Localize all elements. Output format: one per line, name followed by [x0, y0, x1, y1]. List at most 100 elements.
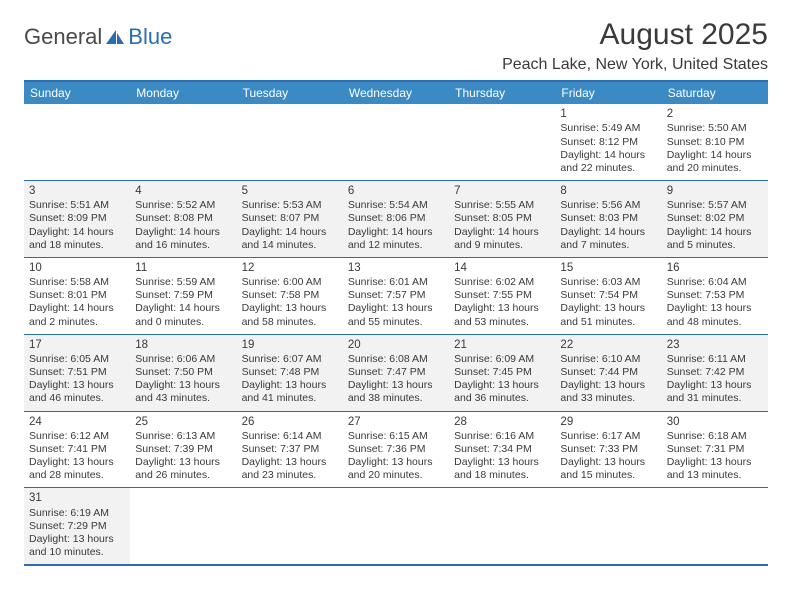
- daylight-text: Daylight: 13 hours: [29, 379, 125, 392]
- day-cell: [130, 488, 236, 564]
- day-cell: [237, 104, 343, 180]
- day-number: 22: [560, 338, 656, 352]
- day-cell: 15Sunrise: 6:03 AMSunset: 7:54 PMDayligh…: [555, 258, 661, 334]
- day-number: 6: [348, 184, 444, 198]
- logo-text-1: General: [24, 24, 102, 50]
- daylight-text: Daylight: 13 hours: [560, 379, 656, 392]
- sunset-text: Sunset: 7:34 PM: [454, 443, 550, 456]
- day-cell: 7Sunrise: 5:55 AMSunset: 8:05 PMDaylight…: [449, 181, 555, 257]
- day-number: 18: [135, 338, 231, 352]
- daylight-text: Daylight: 13 hours: [242, 302, 338, 315]
- sunset-text: Sunset: 8:01 PM: [29, 289, 125, 302]
- sunset-text: Sunset: 7:37 PM: [242, 443, 338, 456]
- sunset-text: Sunset: 7:57 PM: [348, 289, 444, 302]
- daylight-text: Daylight: 14 hours: [135, 226, 231, 239]
- day-cell: [449, 104, 555, 180]
- sunset-text: Sunset: 7:55 PM: [454, 289, 550, 302]
- day-cell: 25Sunrise: 6:13 AMSunset: 7:39 PMDayligh…: [130, 412, 236, 488]
- month-title: August 2025: [502, 18, 768, 52]
- sunset-text: Sunset: 8:02 PM: [667, 212, 763, 225]
- day-number: 19: [242, 338, 338, 352]
- day-cell: 30Sunrise: 6:18 AMSunset: 7:31 PMDayligh…: [662, 412, 768, 488]
- sunset-text: Sunset: 7:59 PM: [135, 289, 231, 302]
- day-cell: 12Sunrise: 6:00 AMSunset: 7:58 PMDayligh…: [237, 258, 343, 334]
- daylight-text: and 43 minutes.: [135, 392, 231, 405]
- sunrise-text: Sunrise: 6:07 AM: [242, 353, 338, 366]
- calendar-header-row: SundayMondayTuesdayWednesdayThursdayFrid…: [24, 82, 768, 104]
- day-cell: 11Sunrise: 5:59 AMSunset: 7:59 PMDayligh…: [130, 258, 236, 334]
- sunset-text: Sunset: 7:41 PM: [29, 443, 125, 456]
- day-cell: [449, 488, 555, 564]
- daylight-text: Daylight: 13 hours: [560, 456, 656, 469]
- day-cell: 1Sunrise: 5:49 AMSunset: 8:12 PMDaylight…: [555, 104, 661, 180]
- sunset-text: Sunset: 7:54 PM: [560, 289, 656, 302]
- calendar: SundayMondayTuesdayWednesdayThursdayFrid…: [24, 80, 768, 566]
- day-number: 27: [348, 415, 444, 429]
- daylight-text: Daylight: 13 hours: [667, 379, 763, 392]
- calendar-body: 1Sunrise: 5:49 AMSunset: 8:12 PMDaylight…: [24, 104, 768, 564]
- daylight-text: Daylight: 13 hours: [135, 456, 231, 469]
- daylight-text: Daylight: 13 hours: [242, 379, 338, 392]
- daylight-text: and 33 minutes.: [560, 392, 656, 405]
- sunrise-text: Sunrise: 6:08 AM: [348, 353, 444, 366]
- day-number: 25: [135, 415, 231, 429]
- daylight-text: and 51 minutes.: [560, 316, 656, 329]
- day-cell: [343, 104, 449, 180]
- sail-icon: [104, 28, 126, 46]
- daylight-text: and 46 minutes.: [29, 392, 125, 405]
- sunrise-text: Sunrise: 6:02 AM: [454, 276, 550, 289]
- sunset-text: Sunset: 8:10 PM: [667, 136, 763, 149]
- daylight-text: Daylight: 14 hours: [667, 149, 763, 162]
- week-row: 24Sunrise: 6:12 AMSunset: 7:41 PMDayligh…: [24, 412, 768, 489]
- day-number: 14: [454, 261, 550, 275]
- daylight-text: Daylight: 14 hours: [348, 226, 444, 239]
- sunrise-text: Sunrise: 6:03 AM: [560, 276, 656, 289]
- sunrise-text: Sunrise: 6:10 AM: [560, 353, 656, 366]
- day-cell: 17Sunrise: 6:05 AMSunset: 7:51 PMDayligh…: [24, 335, 130, 411]
- day-number: 5: [242, 184, 338, 198]
- sunrise-text: Sunrise: 6:09 AM: [454, 353, 550, 366]
- sunset-text: Sunset: 7:48 PM: [242, 366, 338, 379]
- day-cell: [237, 488, 343, 564]
- logo-text-2: Blue: [128, 24, 172, 50]
- day-cell: 16Sunrise: 6:04 AMSunset: 7:53 PMDayligh…: [662, 258, 768, 334]
- sunset-text: Sunset: 7:50 PM: [135, 366, 231, 379]
- sunrise-text: Sunrise: 5:49 AM: [560, 122, 656, 135]
- day-cell: 2Sunrise: 5:50 AMSunset: 8:10 PMDaylight…: [662, 104, 768, 180]
- daylight-text: Daylight: 14 hours: [29, 226, 125, 239]
- day-cell: [343, 488, 449, 564]
- sunrise-text: Sunrise: 5:54 AM: [348, 199, 444, 212]
- day-header: Friday: [555, 82, 661, 104]
- sunset-text: Sunset: 8:09 PM: [29, 212, 125, 225]
- sunset-text: Sunset: 7:53 PM: [667, 289, 763, 302]
- day-number: 16: [667, 261, 763, 275]
- day-header: Tuesday: [237, 82, 343, 104]
- day-header: Monday: [130, 82, 236, 104]
- sunrise-text: Sunrise: 5:56 AM: [560, 199, 656, 212]
- day-number: 4: [135, 184, 231, 198]
- day-number: 17: [29, 338, 125, 352]
- sunset-text: Sunset: 7:44 PM: [560, 366, 656, 379]
- sunrise-text: Sunrise: 6:11 AM: [667, 353, 763, 366]
- sunrise-text: Sunrise: 6:18 AM: [667, 430, 763, 443]
- title-block: August 2025 Peach Lake, New York, United…: [502, 18, 768, 74]
- daylight-text: Daylight: 13 hours: [667, 302, 763, 315]
- day-cell: 22Sunrise: 6:10 AMSunset: 7:44 PMDayligh…: [555, 335, 661, 411]
- daylight-text: and 14 minutes.: [242, 239, 338, 252]
- day-cell: [662, 488, 768, 564]
- daylight-text: and 48 minutes.: [667, 316, 763, 329]
- daylight-text: Daylight: 13 hours: [667, 456, 763, 469]
- daylight-text: and 36 minutes.: [454, 392, 550, 405]
- sunrise-text: Sunrise: 6:14 AM: [242, 430, 338, 443]
- location: Peach Lake, New York, United States: [502, 56, 768, 74]
- sunrise-text: Sunrise: 5:59 AM: [135, 276, 231, 289]
- day-cell: 27Sunrise: 6:15 AMSunset: 7:36 PMDayligh…: [343, 412, 449, 488]
- day-cell: 24Sunrise: 6:12 AMSunset: 7:41 PMDayligh…: [24, 412, 130, 488]
- sunrise-text: Sunrise: 6:06 AM: [135, 353, 231, 366]
- sunrise-text: Sunrise: 5:57 AM: [667, 199, 763, 212]
- day-cell: 10Sunrise: 5:58 AMSunset: 8:01 PMDayligh…: [24, 258, 130, 334]
- sunset-text: Sunset: 7:36 PM: [348, 443, 444, 456]
- sunset-text: Sunset: 7:58 PM: [242, 289, 338, 302]
- sunset-text: Sunset: 8:03 PM: [560, 212, 656, 225]
- day-cell: 21Sunrise: 6:09 AMSunset: 7:45 PMDayligh…: [449, 335, 555, 411]
